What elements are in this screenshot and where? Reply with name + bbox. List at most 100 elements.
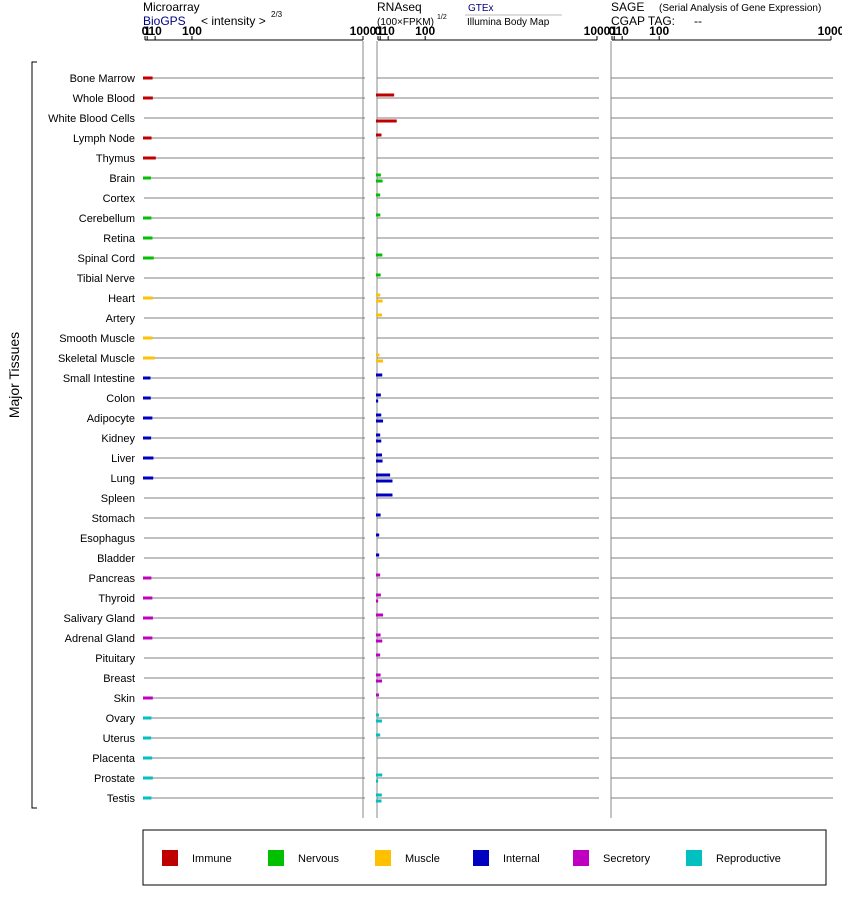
gtex-bar[interactable] (376, 493, 393, 497)
tissue-label[interactable]: Testis (107, 793, 136, 805)
illumina-bar[interactable] (376, 799, 382, 803)
gtex-bar[interactable] (376, 573, 381, 577)
microarray-bar[interactable] (143, 96, 153, 100)
tissue-label[interactable]: Cerebellum (79, 213, 135, 225)
tissue-label[interactable]: Cortex (103, 193, 136, 205)
microarray-bar[interactable] (143, 736, 152, 740)
tissue-label[interactable]: Uterus (103, 733, 136, 745)
gtex-bar[interactable] (376, 433, 381, 437)
gtex-bar[interactable] (376, 673, 381, 677)
gtex-bar[interactable] (376, 273, 381, 277)
tissue-label[interactable]: Kidney (101, 433, 135, 445)
illumina-bar[interactable] (376, 399, 379, 403)
gtex-bar[interactable] (376, 93, 395, 97)
illumina-bar[interactable] (376, 719, 382, 723)
microarray-bar[interactable] (143, 136, 152, 140)
gtex-bar[interactable] (376, 133, 382, 137)
gtex-bar[interactable] (376, 713, 379, 717)
gtex-bar[interactable] (376, 173, 381, 177)
tissue-label[interactable]: Tibial Nerve (77, 273, 135, 285)
gtex-bar[interactable] (376, 253, 383, 257)
gtex-bar[interactable] (376, 693, 379, 697)
microarray-bar[interactable] (143, 476, 154, 480)
gtex-bar[interactable] (376, 633, 381, 637)
microarray-bar[interactable] (143, 76, 153, 80)
microarray-bar[interactable] (143, 696, 153, 700)
tissue-label[interactable]: Placenta (92, 753, 136, 765)
illumina-bar[interactable] (376, 179, 383, 183)
microarray-bar[interactable] (143, 356, 155, 360)
illumina-bar[interactable] (376, 439, 382, 443)
tissue-label[interactable]: Whole Blood (73, 93, 135, 105)
tissue-label[interactable]: Ovary (106, 713, 136, 725)
gtex-bar[interactable] (376, 513, 381, 517)
microarray-bar[interactable] (143, 636, 153, 640)
tissue-label[interactable]: Pancreas (89, 573, 136, 585)
tissue-label[interactable]: Adipocyte (87, 413, 135, 425)
gtex-bar[interactable] (376, 613, 384, 617)
microarray-bar[interactable] (143, 256, 154, 260)
illumina-bar[interactable] (376, 419, 384, 423)
gtex-bar[interactable] (376, 453, 383, 457)
microarray-bar[interactable] (143, 596, 153, 600)
microarray-bar[interactable] (143, 456, 154, 460)
microarray-bar[interactable] (143, 376, 151, 380)
microarray-bar[interactable] (143, 416, 153, 420)
tissue-label[interactable]: Lung (111, 473, 135, 485)
tissue-label[interactable]: Colon (106, 393, 135, 405)
microarray-bar[interactable] (143, 176, 151, 180)
microarray-bar[interactable] (143, 216, 152, 220)
tissue-label[interactable]: Stomach (92, 513, 135, 525)
gtex-bar[interactable] (376, 553, 380, 557)
microarray-bar[interactable] (143, 716, 152, 720)
gtex-bar[interactable] (376, 593, 381, 597)
tissue-label[interactable]: Spleen (101, 493, 135, 505)
microarray-bar[interactable] (143, 756, 153, 760)
illumina-bar[interactable] (376, 119, 397, 123)
tissue-label[interactable]: Heart (108, 293, 135, 305)
tissue-label[interactable]: Retina (103, 233, 136, 245)
gtex-bar[interactable] (376, 533, 380, 537)
tissue-label[interactable]: Adrenal Gland (65, 633, 135, 645)
illumina-bar[interactable] (376, 679, 383, 683)
microarray-bar[interactable] (143, 296, 153, 300)
gtex-bar[interactable] (376, 373, 383, 377)
tissue-label[interactable]: Smooth Muscle (59, 333, 135, 345)
microarray-bar[interactable] (143, 776, 153, 780)
gtex-bar[interactable] (376, 353, 380, 357)
microarray-bar[interactable] (143, 396, 151, 400)
tissue-label[interactable]: Salivary Gland (63, 613, 135, 625)
gtex-bar[interactable] (376, 733, 381, 737)
tissue-label[interactable]: Spinal Cord (78, 253, 135, 265)
gtex-bar[interactable] (376, 413, 382, 417)
illumina-bar[interactable] (376, 479, 393, 483)
microarray-bar[interactable] (143, 576, 152, 580)
microarray-bar[interactable] (143, 796, 152, 800)
microarray-bar[interactable] (143, 156, 156, 160)
tissue-label[interactable]: White Blood Cells (48, 113, 135, 125)
illumina-bar[interactable] (376, 359, 384, 363)
tissue-label[interactable]: Esophagus (80, 533, 136, 545)
gtex-bar[interactable] (376, 293, 381, 297)
tissue-label[interactable]: Liver (111, 453, 135, 465)
illumina-bar[interactable] (376, 779, 379, 783)
illumina-bar[interactable] (376, 599, 379, 603)
gtex-bar[interactable] (376, 193, 381, 197)
tissue-label[interactable]: Breast (103, 673, 135, 685)
gtex-bar[interactable] (376, 653, 381, 657)
tissue-label[interactable]: Skeletal Muscle (58, 353, 135, 365)
gtex-bar[interactable] (376, 313, 383, 317)
tissue-label[interactable]: Bone Marrow (70, 73, 135, 85)
gtex-bar[interactable] (376, 773, 383, 777)
tissue-label[interactable]: Thyroid (98, 593, 135, 605)
biogps-label[interactable]: BioGPS (143, 14, 186, 28)
tissue-label[interactable]: Artery (106, 313, 136, 325)
illumina-bar[interactable] (376, 299, 383, 303)
tissue-label[interactable]: Thymus (96, 153, 136, 165)
tissue-label[interactable]: Skin (114, 693, 135, 705)
gtex-bar[interactable] (376, 393, 381, 397)
gtex-bar[interactable] (376, 473, 391, 477)
microarray-bar[interactable] (143, 336, 153, 340)
gtex-bar[interactable] (376, 793, 382, 797)
microarray-bar[interactable] (143, 236, 153, 240)
